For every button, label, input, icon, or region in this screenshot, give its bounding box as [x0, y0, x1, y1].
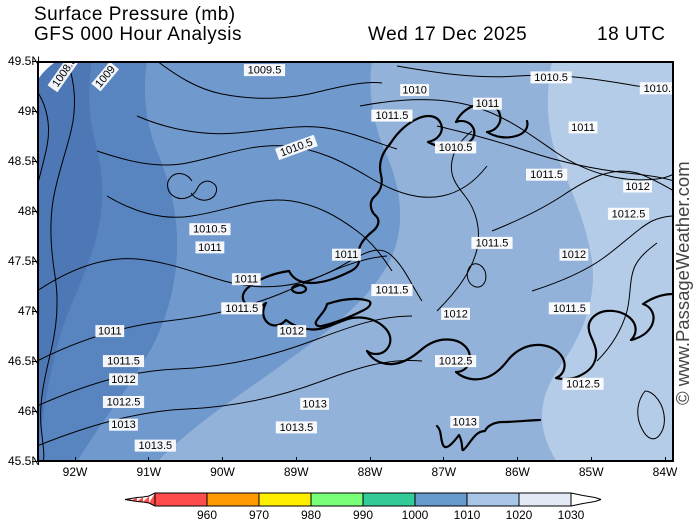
svg-text:1010: 1010 [454, 508, 481, 522]
svg-text:990: 990 [353, 508, 373, 522]
svg-text:980: 980 [301, 508, 321, 522]
svg-text:970: 970 [249, 508, 269, 522]
svg-text:1020: 1020 [506, 508, 533, 522]
svg-text:1000: 1000 [402, 508, 429, 522]
svg-text:1030: 1030 [558, 508, 585, 522]
svg-text:960: 960 [197, 508, 217, 522]
